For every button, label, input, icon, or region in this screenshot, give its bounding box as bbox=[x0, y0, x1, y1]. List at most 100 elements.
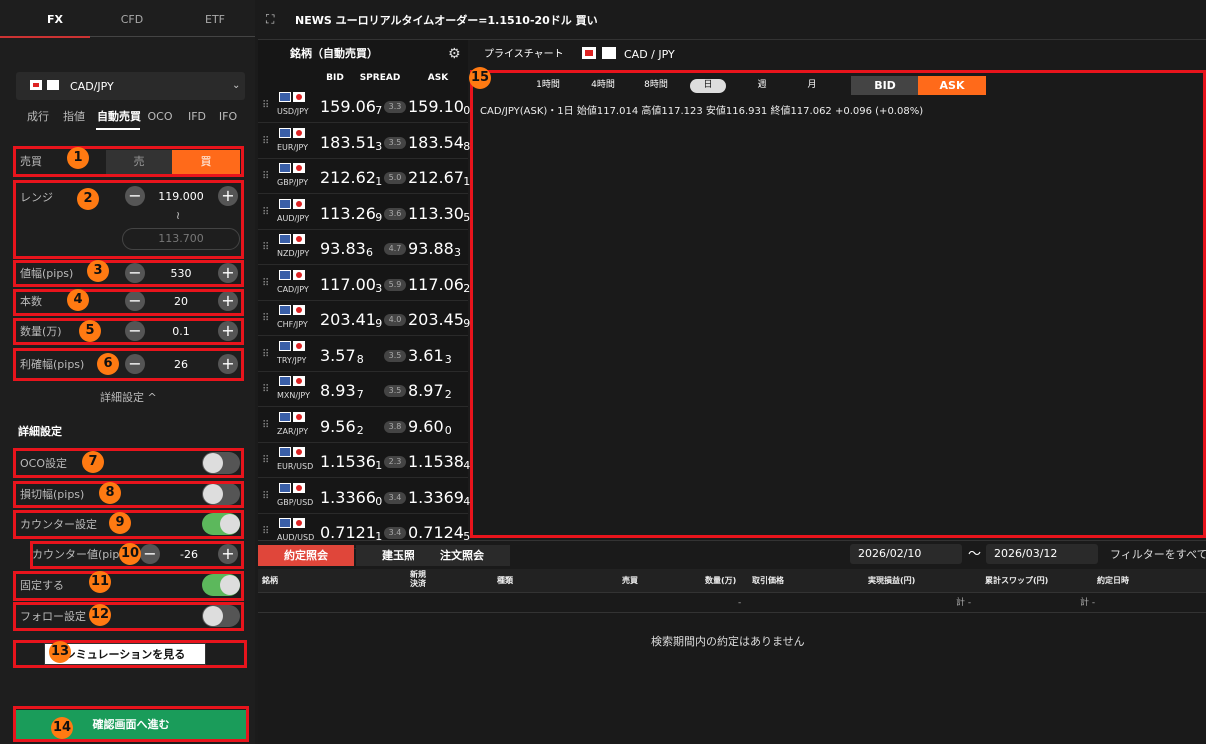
timeframe[interactable]: 週 bbox=[757, 80, 767, 90]
date-to[interactable]: 2026/03/12 bbox=[986, 544, 1098, 564]
step-badge: 14 bbox=[51, 717, 73, 739]
drag-handle: ⠿ bbox=[262, 490, 270, 502]
table-column[interactable]: 数量(万) bbox=[705, 576, 737, 585]
bid: 1.1536 bbox=[320, 452, 376, 471]
step-button[interactable]: + bbox=[218, 544, 238, 564]
flag bbox=[602, 47, 616, 59]
gear: ⚙ bbox=[448, 46, 461, 62]
highlight-box bbox=[13, 571, 244, 601]
flag-dot bbox=[296, 94, 302, 100]
table-column[interactable]: 銘柄 bbox=[262, 576, 278, 585]
drag-handle: ⠿ bbox=[262, 277, 270, 289]
bid-sub: 6 bbox=[366, 246, 373, 259]
date-sep: 〜 bbox=[968, 547, 982, 562]
rates-col: ASK bbox=[427, 73, 449, 83]
order-type-tab[interactable]: 成行 bbox=[27, 110, 49, 123]
step-button[interactable]: + bbox=[218, 263, 238, 283]
switch-label: フォロー設定 bbox=[20, 610, 86, 623]
range-upper: 119.000 bbox=[158, 190, 204, 203]
order-type-tab[interactable]: 指値 bbox=[63, 110, 85, 123]
bid: 113.26 bbox=[320, 203, 376, 223]
step-button[interactable]: + bbox=[218, 291, 238, 311]
pair: GBP/JPY bbox=[277, 178, 309, 187]
step-button[interactable]: − bbox=[125, 186, 145, 206]
order-type-tab[interactable]: OCO bbox=[147, 110, 173, 123]
step-button[interactable]: − bbox=[140, 544, 160, 564]
total: 計 - bbox=[956, 598, 972, 608]
step-button[interactable]: − bbox=[125, 321, 145, 341]
bid-sub: 3 bbox=[375, 281, 383, 295]
flag bbox=[279, 518, 291, 528]
step-badge: 4 bbox=[67, 289, 89, 311]
ask-sub: 0 bbox=[444, 423, 452, 437]
step-button[interactable]: + bbox=[218, 354, 238, 374]
side-label: 売買 bbox=[20, 155, 42, 168]
bid: 8.93 bbox=[320, 381, 356, 400]
spread: 4.0 bbox=[384, 314, 406, 326]
price-side[interactable]: ASK bbox=[918, 76, 986, 95]
order-type-tab[interactable]: IFO bbox=[218, 110, 238, 123]
history-tab[interactable]: 約定照会 bbox=[258, 545, 354, 566]
price-side[interactable]: BID bbox=[851, 76, 919, 95]
highlight-box bbox=[13, 180, 244, 259]
step-button[interactable]: − bbox=[125, 263, 145, 283]
table-column[interactable]: 売買 bbox=[622, 576, 638, 585]
table-column[interactable]: 種類 bbox=[497, 576, 513, 585]
bid-sub: 2 bbox=[356, 423, 364, 437]
step-button[interactable]: − bbox=[125, 291, 145, 311]
market-tab[interactable]: CFD bbox=[120, 13, 144, 26]
side-buy[interactable]: 買 bbox=[172, 150, 240, 174]
detail-toggle[interactable]: 詳細設定 ^ bbox=[100, 391, 157, 404]
timeframe[interactable]: 8時間 bbox=[644, 80, 668, 90]
bid: 212.62 bbox=[320, 168, 376, 187]
step-badge: 12 bbox=[89, 604, 111, 626]
bid: 93.83 bbox=[320, 239, 366, 258]
filter-clear[interactable]: フィルターをすべてクリ bbox=[1110, 548, 1206, 561]
field-label: 数量(万) bbox=[20, 325, 62, 338]
flag bbox=[47, 80, 59, 90]
step-button[interactable]: − bbox=[125, 354, 145, 374]
table-column[interactable]: 取引価格 bbox=[752, 576, 784, 585]
spread: 5.9 bbox=[384, 278, 406, 291]
flag-dot bbox=[296, 129, 302, 136]
timeframe[interactable]: 月 bbox=[807, 80, 817, 90]
top-bar bbox=[258, 0, 1206, 40]
frame-pill bbox=[690, 79, 726, 93]
flag bbox=[279, 447, 291, 457]
step-button[interactable]: + bbox=[218, 186, 238, 206]
flag bbox=[279, 411, 291, 422]
counter-value: -26 bbox=[180, 548, 198, 561]
order-type-tab[interactable]: IFD bbox=[187, 110, 207, 123]
history-tab[interactable]: 注文照会 bbox=[414, 545, 510, 566]
range-lower-input[interactable]: 113.700 bbox=[122, 228, 240, 250]
date-from[interactable]: 2026/02/10 bbox=[850, 544, 962, 564]
market-tab[interactable]: ETF bbox=[205, 13, 225, 26]
timeframe[interactable]: 4時間 bbox=[591, 80, 615, 90]
table-column[interactable]: 新規 決済 bbox=[410, 570, 426, 588]
flag bbox=[279, 234, 291, 244]
spread: 3.5 bbox=[384, 136, 406, 149]
bid-sub: 1 bbox=[375, 459, 383, 472]
flag-dot bbox=[296, 449, 302, 455]
table-column[interactable]: 累計スワップ(円) bbox=[985, 576, 1049, 585]
range-label: レンジ bbox=[20, 191, 53, 204]
simulate-button[interactable]: シミュレーションを見る bbox=[44, 643, 206, 665]
highlight-box bbox=[13, 146, 244, 177]
market-tab[interactable]: FX bbox=[47, 13, 63, 26]
order-type-tab[interactable]: 自動売買 bbox=[97, 110, 141, 123]
highlight-box bbox=[13, 260, 244, 287]
highlight-box bbox=[13, 481, 244, 508]
table-column[interactable]: 約定日時 bbox=[1097, 576, 1129, 585]
step-button[interactable]: + bbox=[218, 321, 238, 341]
side-sell[interactable]: 売 bbox=[106, 150, 172, 174]
bid: 0.7121 bbox=[320, 523, 376, 542]
spread: 3.8 bbox=[384, 420, 406, 433]
table-header bbox=[258, 569, 1206, 593]
highlight-box bbox=[13, 706, 249, 742]
switch-label: カウンター設定 bbox=[20, 518, 97, 531]
table-column[interactable]: 実現損益(円) bbox=[868, 576, 916, 585]
timeframe[interactable]: 1時間 bbox=[536, 80, 560, 90]
ask-sub: 9 bbox=[463, 317, 471, 330]
timeframe[interactable]: 日 bbox=[703, 80, 713, 90]
rate-row bbox=[258, 124, 468, 159]
